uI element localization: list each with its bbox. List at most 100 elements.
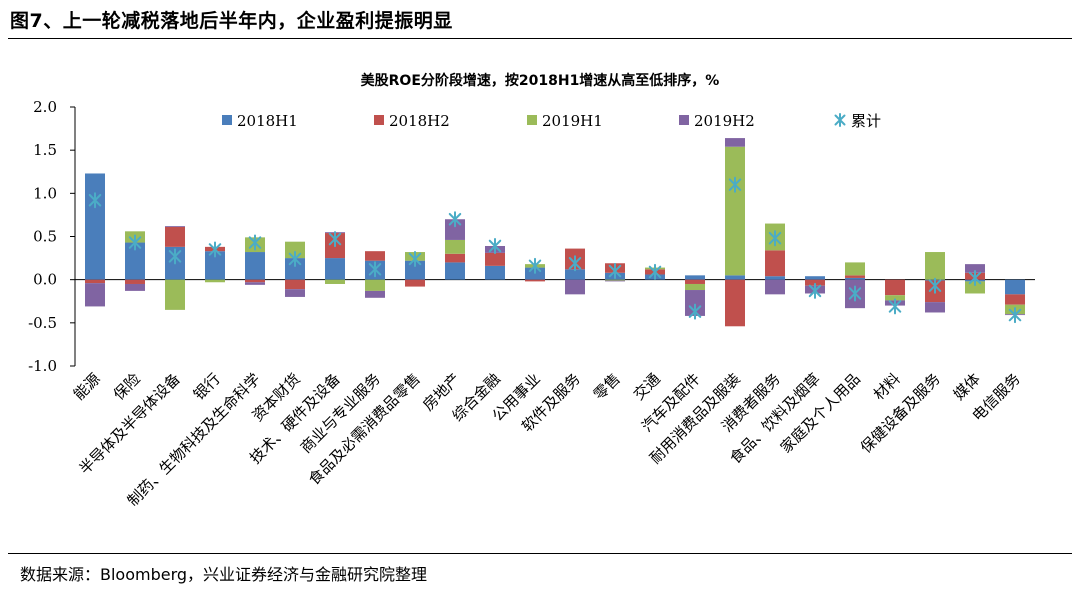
bar-2019h2 bbox=[965, 264, 985, 273]
category-label: 保险 bbox=[110, 370, 144, 404]
bar-2018h2 bbox=[165, 227, 185, 247]
cumulative-marker bbox=[328, 231, 342, 248]
y-tick-label: 1.5 bbox=[33, 141, 57, 159]
bar-2018h2 bbox=[405, 279, 425, 287]
bar-2018h1 bbox=[85, 173, 105, 280]
cumulative-marker bbox=[688, 303, 702, 320]
bar-2018h2 bbox=[765, 250, 785, 277]
cumulative-marker bbox=[968, 269, 982, 286]
category-label: 媒体 bbox=[950, 370, 984, 404]
cumulative-marker bbox=[848, 285, 862, 302]
cumulative-marker bbox=[408, 250, 422, 267]
bar-2018h2 bbox=[365, 251, 385, 261]
cumulative-marker bbox=[808, 282, 822, 299]
cumulative-marker bbox=[568, 255, 582, 272]
cumulative-marker bbox=[448, 211, 462, 228]
bar-2019h1 bbox=[685, 283, 705, 291]
bar-2019h1 bbox=[605, 279, 625, 281]
bar-2019h1 bbox=[845, 262, 865, 276]
cumulative-marker bbox=[208, 241, 222, 258]
bar-2018h1 bbox=[725, 275, 745, 280]
bar-2018h2 bbox=[885, 279, 905, 296]
bar-2019h1 bbox=[365, 279, 385, 291]
bar-2018h2 bbox=[285, 279, 305, 290]
cumulative-marker bbox=[488, 237, 502, 254]
bar-2018h1 bbox=[565, 269, 585, 280]
y-tick-label: 1.0 bbox=[33, 184, 57, 202]
category-label: 零售 bbox=[590, 370, 624, 404]
cumulative-marker bbox=[528, 257, 542, 274]
bar-2019h2 bbox=[245, 282, 265, 285]
cumulative-markers-layer bbox=[88, 176, 1022, 324]
bar-2019h1 bbox=[325, 279, 345, 284]
bar-2018h1 bbox=[765, 276, 785, 280]
figure-title: 图7、上一轮减税落地后半年内，企业盈利提振明显 bbox=[10, 10, 453, 32]
bar-2019h2 bbox=[605, 280, 625, 282]
bar-2019h1 bbox=[205, 279, 225, 283]
bar-2019h1 bbox=[925, 252, 945, 280]
cumulative-marker bbox=[248, 234, 262, 251]
legend-label-2019h1: 2019H1 bbox=[542, 112, 603, 130]
bar-2018h2 bbox=[1005, 294, 1025, 305]
cumulative-marker bbox=[168, 248, 182, 265]
cumulative-marker bbox=[768, 230, 782, 247]
cumulative-marker bbox=[888, 298, 902, 315]
legend-swatch-2019h2 bbox=[679, 115, 689, 125]
y-tick-label: -0.5 bbox=[28, 314, 57, 332]
bar-2019h2 bbox=[565, 279, 585, 295]
cumulative-marker bbox=[928, 277, 942, 294]
y-tick-label: 0.0 bbox=[33, 271, 57, 289]
bar-2019h2 bbox=[165, 226, 185, 228]
bars-layer bbox=[85, 138, 1025, 327]
cumulative-marker bbox=[368, 261, 382, 278]
chart-title: 美股ROE分阶段增速，按2018H1增速从高至低排序，% bbox=[361, 72, 720, 89]
cumulative-marker bbox=[288, 250, 302, 267]
legend-label-2019h2: 2019H2 bbox=[694, 112, 755, 130]
bar-2019h2 bbox=[125, 283, 145, 291]
source-rule bbox=[8, 553, 1072, 554]
legend-label-2018h2: 2018H2 bbox=[389, 112, 450, 130]
legend-label-cumulative: 累计 bbox=[851, 112, 881, 130]
bar-2018h2 bbox=[85, 279, 105, 284]
bar-2018h2 bbox=[845, 275, 865, 278]
bar-2018h1 bbox=[1005, 279, 1025, 295]
bar-2019h2 bbox=[765, 279, 785, 295]
y-tick-label: 0.5 bbox=[33, 228, 57, 246]
bar-2018h1 bbox=[805, 276, 825, 280]
bar-2019h2 bbox=[365, 290, 385, 298]
cumulative-marker bbox=[648, 263, 662, 280]
bar-2018h2 bbox=[245, 279, 265, 283]
bar-2018h2 bbox=[485, 252, 505, 266]
bar-2019h2 bbox=[85, 283, 105, 307]
bar-2018h1 bbox=[485, 265, 505, 280]
category-label: 能源 bbox=[70, 370, 104, 404]
cumulative-marker bbox=[128, 234, 142, 251]
bar-2018h1 bbox=[445, 262, 465, 280]
bar-2019h1 bbox=[885, 295, 905, 301]
bar-2018h1 bbox=[245, 252, 265, 280]
cumulative-marker bbox=[728, 176, 742, 193]
legend: 2018H1 2018H2 2019H1 2019H2 累计 bbox=[222, 112, 881, 130]
legend-swatch-2018h1 bbox=[222, 115, 232, 125]
legend-marker-cumulative bbox=[834, 113, 846, 127]
bar-2019h1 bbox=[965, 281, 985, 294]
y-tick-label: -1.0 bbox=[28, 357, 57, 375]
category-label: 材料 bbox=[870, 370, 904, 404]
category-label: 银行 bbox=[190, 370, 224, 404]
cumulative-marker bbox=[608, 263, 622, 280]
bar-2018h2 bbox=[445, 253, 465, 263]
legend-swatch-2019h1 bbox=[527, 115, 537, 125]
source-note: 数据来源：Bloomberg，兴业证券经济与金融研究院整理 bbox=[20, 565, 428, 584]
bar-2019h2 bbox=[685, 290, 705, 316]
bar-2019h2 bbox=[285, 289, 305, 297]
bar-2018h2 bbox=[525, 279, 545, 282]
axes-layer: 2.0 1.5 1.0 0.5 0.0 -0.5 -1.0 bbox=[28, 98, 1035, 375]
cumulative-marker bbox=[88, 192, 102, 209]
bar-2019h1 bbox=[725, 146, 745, 276]
cumulative-marker bbox=[1008, 307, 1022, 324]
title-rule bbox=[8, 38, 1072, 39]
bar-2019h1 bbox=[445, 239, 465, 254]
bar-2019h2 bbox=[925, 302, 945, 313]
